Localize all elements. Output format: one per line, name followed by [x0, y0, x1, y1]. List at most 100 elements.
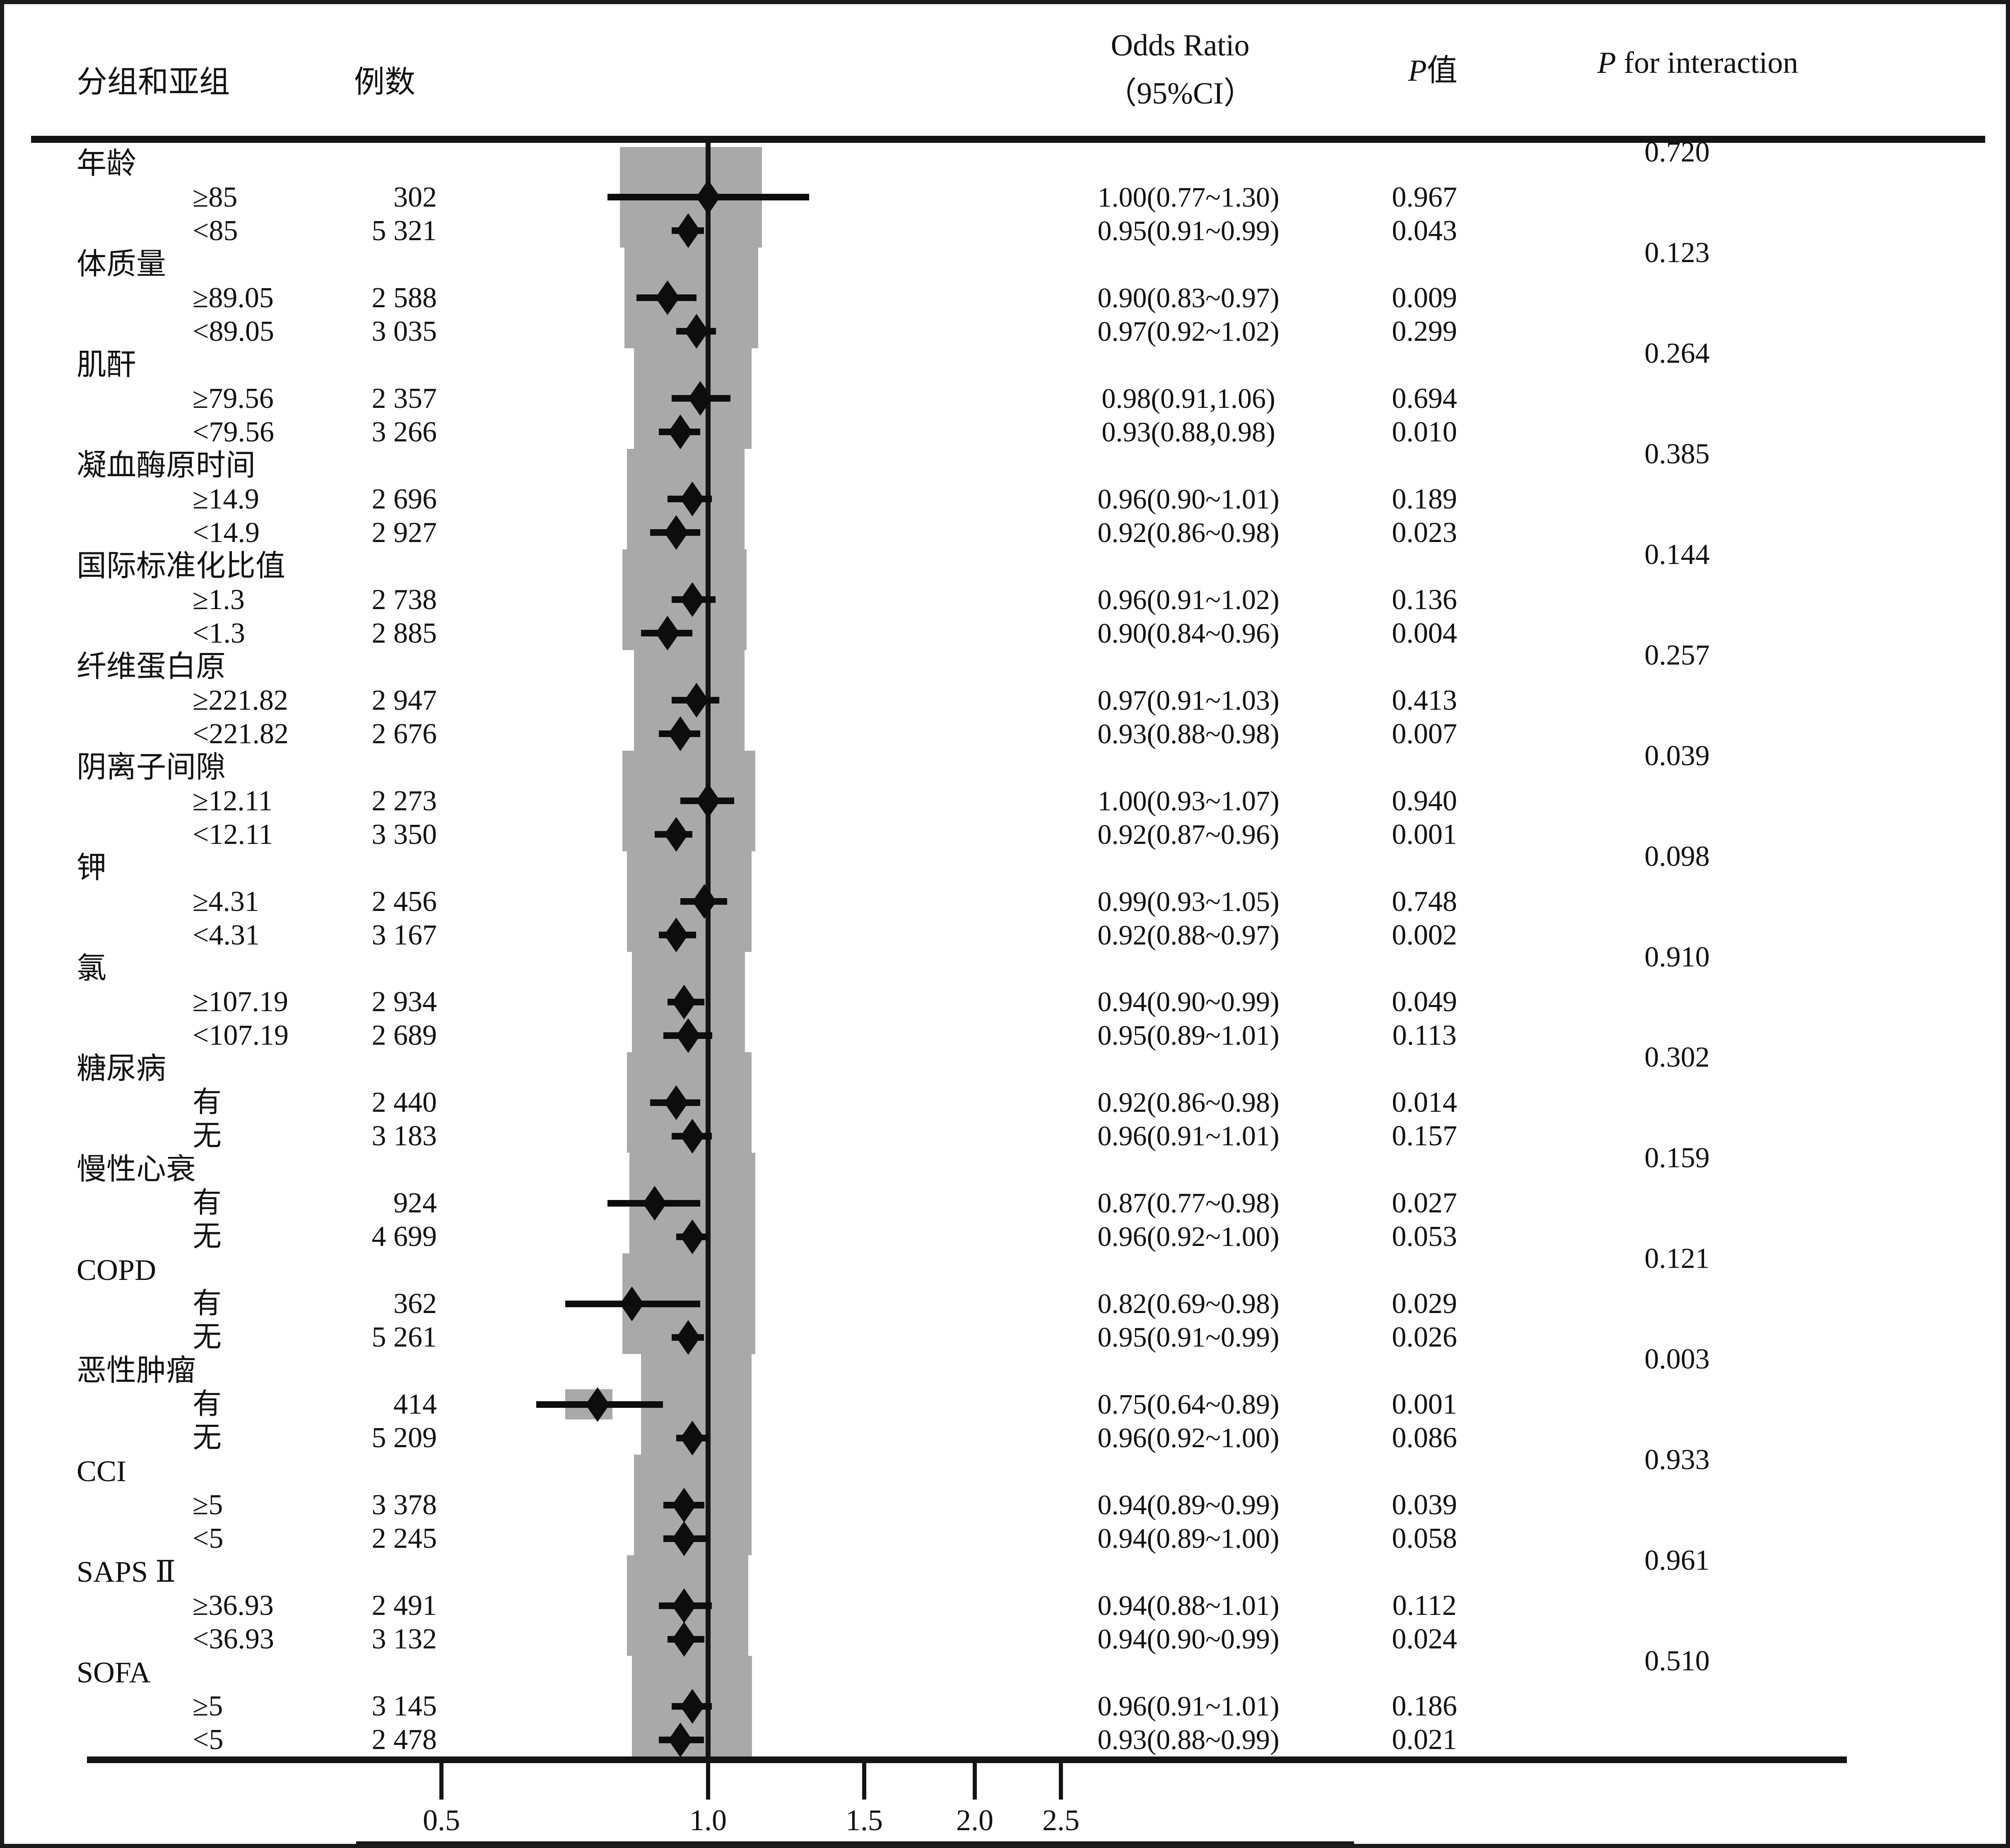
reference-line-or-1: [706, 143, 711, 1760]
subgroup-label: <85: [193, 215, 238, 247]
subgroup-label: ≥79.56: [193, 383, 274, 414]
p-value: 0.014: [1392, 1087, 1457, 1118]
subgroup-label: 无: [193, 1321, 222, 1353]
group-label: 糖尿病: [77, 1052, 166, 1085]
pvalue-header-cn: 值: [1427, 54, 1458, 88]
group-label: 钾: [77, 851, 107, 884]
p-value: 0.967: [1392, 181, 1457, 213]
p-value: 0.157: [1392, 1120, 1457, 1152]
p-value: 0.001: [1392, 1388, 1457, 1420]
odds-ratio-ci-text: 0.97(0.92~1.02): [1097, 316, 1280, 347]
column-header-or-line1: Odds Ratio: [1111, 29, 1250, 63]
p-value: 0.112: [1392, 1590, 1457, 1622]
p-interaction-value: 0.720: [1644, 136, 1710, 168]
p-value: 0.940: [1392, 785, 1457, 817]
group-label: 恶性肿瘤: [77, 1354, 196, 1387]
subgroup-label: <79.56: [193, 416, 274, 448]
subgroup-label: 有: [193, 1388, 222, 1420]
p-interaction-value: 0.385: [1644, 438, 1710, 470]
group-label: CCI: [77, 1455, 127, 1488]
group-label: 阴离子间隙: [77, 751, 226, 784]
group-label: 国际标准化比值: [77, 549, 286, 583]
subgroup-label: <89.05: [193, 316, 274, 347]
case-count: 2 245: [371, 1523, 437, 1554]
subgroup-label: <12.11: [193, 819, 273, 851]
header-divider-rule: [31, 136, 1985, 143]
x-axis-tick: [439, 1762, 443, 1800]
group-label: SOFA: [77, 1656, 151, 1689]
p-interaction-value: 0.510: [1644, 1645, 1710, 1677]
p-interaction-value: 0.039: [1644, 740, 1710, 772]
p-value: 0.299: [1392, 316, 1457, 347]
case-count: 2 491: [371, 1590, 437, 1622]
case-count: 2 440: [371, 1087, 437, 1118]
p-interaction-header-italic-p: P: [1597, 46, 1616, 80]
p-value: 0.053: [1392, 1221, 1457, 1253]
column-header-p-interaction: P for interaction: [1553, 46, 1843, 81]
p-value: 0.049: [1392, 986, 1457, 1018]
case-count: 2 696: [371, 483, 437, 515]
case-count: 3 266: [371, 416, 437, 448]
subgroup-label: <5: [193, 1523, 224, 1554]
subgroup-label: <5: [193, 1724, 224, 1756]
odds-ratio-ci-text: 0.94(0.89~1.00): [1097, 1523, 1280, 1554]
subgroup-label: <221.82: [193, 718, 289, 750]
p-value: 0.043: [1392, 215, 1457, 247]
case-count: 5 321: [371, 215, 437, 247]
pvalue-header-italic-p: P: [1408, 54, 1427, 88]
p-value: 0.004: [1392, 617, 1457, 649]
case-count: 5 209: [371, 1422, 437, 1454]
p-value: 0.039: [1392, 1489, 1457, 1521]
case-count: 302: [393, 181, 437, 213]
subgroup-label: 有: [193, 1187, 222, 1219]
p-interaction-value: 0.121: [1644, 1243, 1710, 1275]
p-value: 0.058: [1392, 1523, 1457, 1554]
p-value: 0.024: [1392, 1623, 1457, 1655]
group-label: 慢性心衰: [77, 1153, 196, 1186]
p-value: 0.026: [1392, 1321, 1457, 1353]
case-count: 3 035: [371, 316, 437, 347]
odds-ratio-ci-text: 0.92(0.87~0.96): [1097, 819, 1280, 850]
subgroup-label: 有: [193, 1288, 222, 1320]
p-interaction-value: 0.257: [1644, 639, 1710, 671]
p-interaction-value: 0.098: [1644, 841, 1710, 872]
p-value: 0.029: [1392, 1288, 1457, 1320]
column-header-group: 分组和亚组: [77, 65, 230, 99]
p-value: 0.113: [1392, 1019, 1457, 1051]
odds-ratio-ci-text: 0.95(0.91~0.99): [1097, 1321, 1280, 1353]
subgroup-label: ≥89.05: [193, 282, 274, 314]
subgroup-label: ≥12.11: [193, 785, 273, 817]
p-interaction-header-rest: for interaction: [1616, 46, 1798, 80]
p-value: 0.001: [1392, 819, 1457, 851]
cropped-caption-strip: [356, 1841, 1354, 1844]
odds-ratio-ci-text: 0.94(0.88~1.01): [1097, 1590, 1280, 1621]
case-count: 2 478: [371, 1724, 437, 1756]
subgroup-label: <107.19: [193, 1019, 289, 1051]
case-count: 3 145: [371, 1690, 437, 1722]
p-interaction-value: 0.144: [1644, 539, 1710, 571]
case-count: 2 885: [371, 617, 437, 649]
case-count: 3 167: [371, 919, 437, 951]
p-value: 0.086: [1392, 1422, 1457, 1454]
odds-ratio-ci-text: 0.92(0.86~0.98): [1097, 1087, 1280, 1118]
subgroup-label: <36.93: [193, 1623, 274, 1655]
p-interaction-value: 0.264: [1644, 337, 1710, 369]
group-label: 纤维蛋白原: [77, 650, 226, 683]
x-axis-tick: [973, 1762, 977, 1800]
odds-ratio-ci-text: 0.97(0.91~1.03): [1097, 684, 1280, 716]
p-value: 0.021: [1392, 1724, 1457, 1756]
p-interaction-value: 0.003: [1644, 1343, 1710, 1375]
x-axis-tick-label: 2.0: [956, 1804, 993, 1837]
subgroup-label: ≥5: [193, 1489, 223, 1521]
p-interaction-value: 0.933: [1644, 1444, 1710, 1476]
subgroup-label: 有: [193, 1087, 222, 1118]
case-count: 3 378: [371, 1489, 437, 1521]
x-axis-tick-label: 2.5: [1042, 1804, 1080, 1837]
subgroup-label: ≥36.93: [193, 1590, 274, 1622]
odds-ratio-ci-text: 0.75(0.64~0.89): [1097, 1388, 1280, 1420]
odds-ratio-ci-text: 0.92(0.86~0.98): [1097, 517, 1280, 548]
case-count: 5 261: [371, 1321, 437, 1353]
p-interaction-value: 0.302: [1644, 1041, 1710, 1073]
case-count: 2 273: [371, 785, 437, 817]
